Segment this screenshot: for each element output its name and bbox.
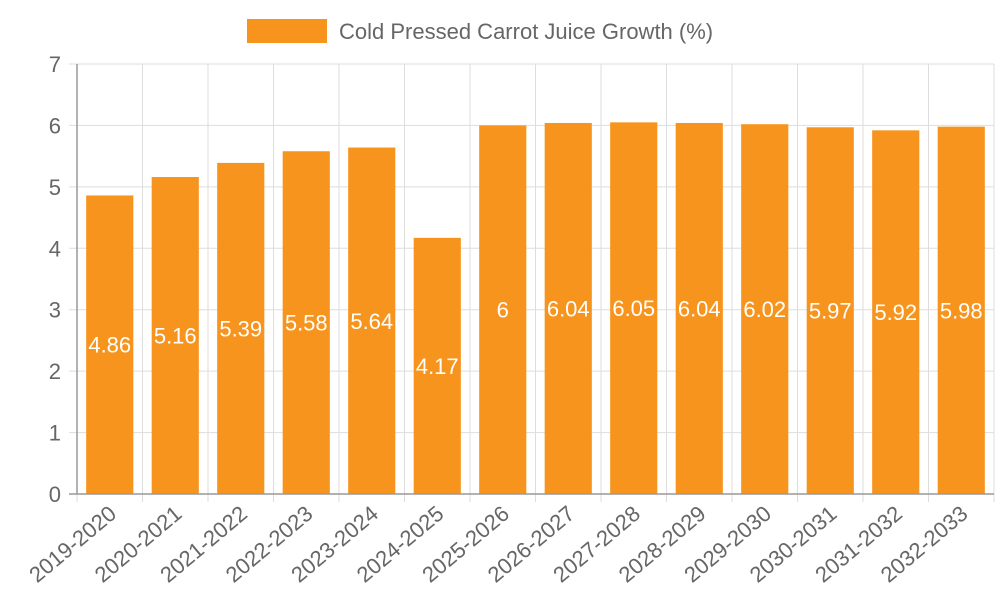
data-label: 6 — [497, 298, 509, 323]
bar — [610, 122, 658, 494]
legend: Cold Pressed Carrot Juice Growth (%) — [247, 19, 713, 44]
data-label: 5.39 — [219, 316, 262, 341]
bar — [806, 127, 854, 495]
y-tick-label: 0 — [49, 482, 61, 507]
data-label: 5.64 — [350, 309, 393, 334]
y-tick-label: 3 — [49, 298, 61, 323]
y-tick-label: 6 — [49, 113, 61, 138]
data-label: 6.04 — [547, 296, 590, 321]
bars — [86, 122, 985, 495]
data-label: 5.16 — [154, 324, 197, 349]
data-label: 6.04 — [678, 296, 721, 321]
bar — [413, 237, 461, 495]
data-labels: 4.86 5.16 5.39 5.58 5.64 4.17 6 6.04 6.05 6.04 6.0… — [88, 296, 982, 379]
bar — [479, 125, 527, 494]
bar — [348, 147, 396, 495]
y-tick-label: 7 — [49, 52, 61, 77]
data-label: 6.05 — [612, 296, 655, 321]
bar — [937, 126, 985, 495]
legend-label: Cold Pressed Carrot Juice Growth (%) — [339, 19, 713, 44]
data-label: 5.92 — [874, 300, 917, 325]
bar — [872, 130, 920, 495]
y-tick-label: 4 — [49, 236, 61, 261]
bar — [544, 122, 592, 494]
bar — [282, 151, 330, 494]
data-label: 6.02 — [743, 297, 786, 322]
data-label: 4.86 — [88, 333, 131, 358]
data-label: 5.98 — [940, 298, 983, 323]
data-label: 4.17 — [416, 354, 459, 379]
legend-swatch — [247, 19, 327, 43]
bar — [675, 122, 723, 494]
data-label: 5.58 — [285, 311, 328, 336]
y-tick-label: 5 — [49, 175, 61, 200]
bar — [151, 177, 199, 494]
bar — [86, 195, 134, 494]
y-axis-ticks: 0 1 2 3 4 5 6 7 — [49, 52, 61, 507]
bar — [217, 162, 265, 494]
grid — [69, 63, 995, 502]
bar — [741, 124, 789, 494]
data-label: 5.97 — [809, 299, 852, 324]
y-tick-label: 1 — [49, 421, 61, 446]
y-tick-label: 2 — [49, 359, 61, 384]
axes — [69, 64, 994, 495]
x-axis-ticks: 2019-20202020-20212021-20222022-20232023… — [24, 501, 972, 588]
